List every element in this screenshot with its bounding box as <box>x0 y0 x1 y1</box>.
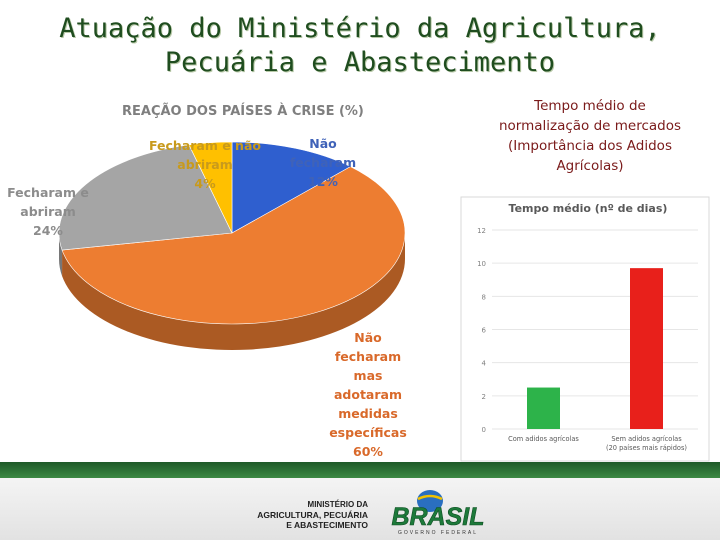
bar-category-label-0-0: Com adidos agrícolas <box>508 435 579 443</box>
bar-ytick-5: 10 <box>477 260 486 268</box>
bar-heading-line-2: normalização de mercados <box>498 118 682 134</box>
pie-slice-side-1 <box>62 233 406 350</box>
brasil-logo-sub: GOVERNO FEDERAL <box>398 530 478 536</box>
bar-ytick-0: 0 <box>482 426 486 434</box>
pie-slice-0 <box>231 141 352 234</box>
footer-area <box>0 478 720 540</box>
bar-ytick-6: 12 <box>477 227 486 235</box>
ministry-line-2: AGRICULTURA, PECUÁRIA <box>257 510 368 520</box>
pie-label-fecharam-nao-abriram: Fecharam e não abriram 4% <box>149 138 261 191</box>
bar-chart-heading: Tempo médio de normalização de mercados … <box>472 96 708 176</box>
pie-chart-title: REAÇÃO DOS PAÍSES À CRISE (%) <box>122 104 364 119</box>
slide-title: Atuação do Ministério da Agricultura, Pe… <box>0 12 720 80</box>
bar-ytick-2: 4 <box>482 360 487 368</box>
bar-ytick-4: 8 <box>482 293 486 301</box>
slide-title-line-1: Atuação do Ministério da Agricultura, <box>59 13 661 44</box>
pie-label-adotaram-medidas: Não fecharam mas adotaram medidas especí… <box>329 330 407 459</box>
pie-slice-side-2 <box>59 233 63 277</box>
pie-label-fecharam-abriram: Fecharam e abriram 24% <box>7 185 89 238</box>
bar-category-label-1-1: (20 países mais rápidos) <box>606 444 687 452</box>
brasil-logo-globe-icon <box>417 490 443 512</box>
bar-ytick-1: 2 <box>482 393 486 401</box>
pie-chart <box>58 141 406 350</box>
bar-1 <box>630 268 663 429</box>
bar-0 <box>527 387 560 429</box>
brasil-logo-arc-icon <box>417 494 443 501</box>
bar-chart: Tempo médio (nº de dias) 0 2 4 6 8 10 12 Com adi… <box>460 196 710 462</box>
ministry-logo-text: MINISTÉRIO DA AGRICULTURA, PECUÁRIA E AB… <box>240 500 368 530</box>
footer-band <box>0 462 720 480</box>
bar-chart-title: Tempo médio (nº de dias) <box>509 202 668 215</box>
brasil-logo-word: BRASIL <box>391 503 484 531</box>
bar-heading-line-3: (Importância dos Adidos <box>508 138 672 154</box>
bar-heading-line-1: Tempo médio de <box>534 98 646 114</box>
pie-slice-1 <box>61 166 406 325</box>
slide-title-line-2: Pecuária e Abastecimento <box>164 47 556 78</box>
ministry-line-3: E ABASTECIMENTO <box>286 520 368 530</box>
pie-slice-2 <box>58 144 233 251</box>
ministry-line-1: MINISTÉRIO DA <box>307 500 368 509</box>
brasil-logo: BRASIL GOVERNO FEDERAL <box>391 490 485 536</box>
pie-slice-3 <box>188 141 233 234</box>
bar-category-label-1-0: Sem adidos agrícolas <box>611 435 682 443</box>
bar-heading-line-4: Agrícolas) <box>556 158 624 174</box>
bar-ytick-3: 6 <box>482 327 487 335</box>
pie-label-nao-fecharam: Não fecharam 12% <box>289 136 357 189</box>
